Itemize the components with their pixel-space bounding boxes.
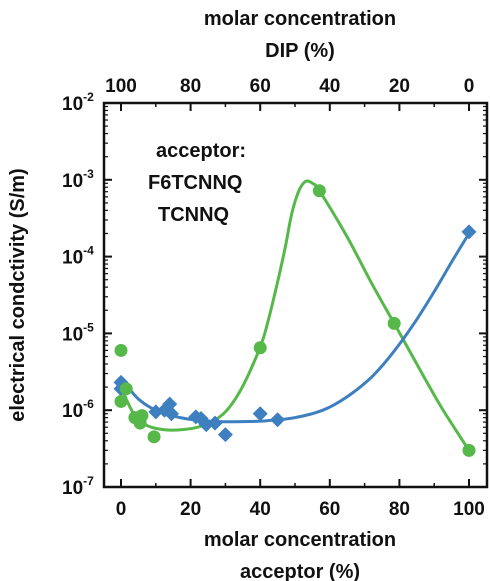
top-tick-label: 80 — [180, 76, 201, 97]
bottom-tick-label: 40 — [250, 499, 271, 520]
legend-item-tcnnq: TCNNQ — [158, 204, 229, 226]
y-tick-label: 10-5 — [62, 320, 94, 345]
data-point-f6tcnnq — [114, 343, 128, 357]
top-tick-label: 0 — [464, 76, 475, 97]
y-tick-label: 10-3 — [62, 167, 94, 192]
bottom-tick-label: 60 — [319, 499, 340, 520]
data-point-f6tcnnq — [135, 409, 149, 423]
data-point-f6tcnnq — [387, 316, 401, 330]
legend-heading: acceptor: — [156, 140, 246, 162]
data-point-f6tcnnq — [114, 394, 128, 408]
bottom-tick-label: 0 — [116, 499, 127, 520]
data-point-f6tcnnq — [253, 341, 267, 355]
fit-line-f6tcnnq — [119, 179, 471, 452]
data-point-tcnnq — [270, 412, 286, 428]
top-tick-label: 20 — [389, 76, 410, 97]
top-axis-title-line1: molar concentration — [204, 8, 396, 30]
bottom-tick-label: 80 — [389, 499, 410, 520]
y-tick-label: 10-7 — [62, 474, 94, 499]
fit-line-tcnnq — [119, 232, 471, 424]
data-point-tcnnq — [252, 406, 268, 422]
data-point-tcnnq — [163, 406, 179, 422]
bottom-axis-title-line1: molar concentration — [204, 529, 396, 551]
top-tick-label: 40 — [319, 76, 340, 97]
y-axis-title: electrical condctivity (S/m) — [7, 168, 29, 421]
data-point-f6tcnnq — [119, 382, 133, 396]
data-point-tcnnq — [217, 427, 233, 443]
bottom-tick-label: 100 — [453, 499, 485, 520]
y-tick-label: 10-6 — [62, 397, 94, 422]
data-point-f6tcnnq — [462, 443, 476, 457]
data-point-tcnnq — [461, 224, 477, 240]
top-axis-title-line2: DIP (%) — [265, 40, 335, 62]
legend-item-f6tcnnq: F6TCNNQ — [148, 172, 242, 194]
bottom-axis-title-line2: acceptor (%) — [240, 561, 360, 581]
ticks-layer: 0 20 40 60 80 100 100 80 60 40 20 0 10-7 10-6 10-5 10-4… — [62, 76, 487, 520]
top-tick-label: 100 — [105, 76, 137, 97]
y-tick-label: 10-4 — [62, 244, 94, 269]
data-point-tcnnq — [207, 415, 223, 431]
data-point-tcnnq — [162, 396, 178, 412]
data-point-f6tcnnq — [312, 184, 326, 198]
bottom-tick-label: 20 — [180, 499, 201, 520]
data-point-f6tcnnq — [147, 430, 161, 444]
markers-layer — [113, 184, 477, 457]
top-tick-label: 60 — [250, 76, 271, 97]
y-tick-label: 10-2 — [62, 90, 94, 115]
